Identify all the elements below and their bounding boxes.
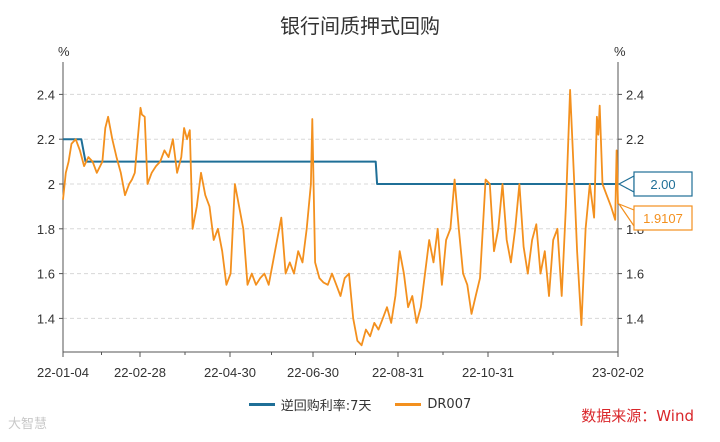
left-axis-unit: % [58,44,70,59]
legend-swatch-dr007 [395,403,422,406]
x-tick-label: 22-01-04 [37,365,89,380]
chart-title: 银行间质押式回购 [280,14,440,38]
y-tick-label-left: 2.2 [37,132,55,147]
series-line-dr007 [62,89,619,347]
legend-label-reverse-repo: 逆回购利率:7天 [280,399,372,414]
x-tick-label: 22-04-30 [204,365,256,380]
legend-item-dr007[interactable]: DR007 [395,395,471,414]
callout-label-dr007: 1.9107 [643,211,683,226]
y-tick-label-left: 1.8 [37,222,55,237]
x-tick-label: 23-02-02 [592,365,644,380]
x-tick-label: 22-06-30 [287,365,339,380]
right-axis-unit: % [614,44,626,59]
y-tick-label-left: 1.4 [37,311,55,326]
callout-box-reverse-repo [633,171,693,197]
x-tick-label: 22-02-28 [114,365,166,380]
x-tick-label: 22-10-31 [462,365,514,380]
data-source: 数据来源：Wind [581,407,694,425]
x-tick-label: 22-08-31 [372,365,424,380]
y-tick-label-right: 1.4 [626,311,644,326]
y-tick-label-left: 2 [48,177,55,192]
y-tick-label-right: 1.6 [626,267,644,282]
callout-box-dr007 [633,205,693,231]
legend-swatch-reverse-repo [248,403,275,406]
chart-legend: 逆回购利率:7天 DR007 [0,395,720,414]
y-tick-label-left: 1.6 [37,267,55,282]
legend-label-dr007: DR007 [427,397,472,412]
y-tick-label-right: 2.2 [626,132,644,147]
legend-item-reverse-repo[interactable]: 逆回购利率:7天 [248,395,372,414]
y-tick-label-right: 2.4 [626,87,644,102]
callout-label-reverse-repo: 2.00 [650,177,675,192]
y-tick-label-left: 2.4 [37,87,55,102]
watermark-logo: 大智慧 [8,417,48,432]
series-line-reverse-repo [63,138,618,185]
